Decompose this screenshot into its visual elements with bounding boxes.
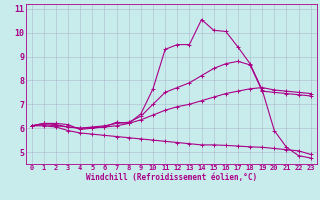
X-axis label: Windchill (Refroidissement éolien,°C): Windchill (Refroidissement éolien,°C) xyxy=(86,173,257,182)
